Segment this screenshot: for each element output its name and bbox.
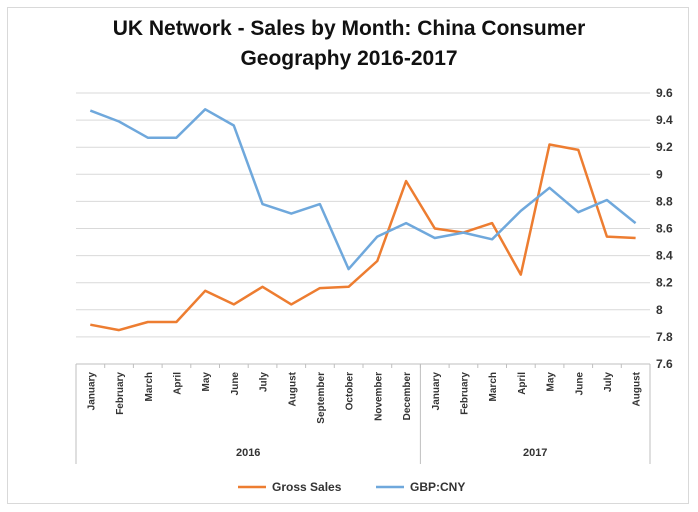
- year-label: 2017: [523, 447, 547, 459]
- legend: Gross Sales GBP:CNY: [238, 480, 465, 494]
- month-label: February: [115, 372, 126, 415]
- month-label: April: [517, 372, 528, 395]
- month-label: June: [230, 372, 241, 396]
- month-label: May: [201, 372, 212, 392]
- series-line-gbp-cny: [89, 108, 637, 271]
- right-tick-label: 8.2: [656, 276, 673, 290]
- right-tick-label: 9.6: [656, 86, 673, 100]
- month-label: November: [373, 372, 384, 421]
- right-tick-label: 8.4: [656, 249, 673, 263]
- right-tick-label: 8: [656, 303, 663, 317]
- month-label: September: [316, 372, 327, 424]
- gridlines: [76, 92, 650, 365]
- month-label: August: [632, 371, 643, 406]
- chart-title-line-2: Geography 2016-2017: [240, 47, 458, 70]
- right-tick-label: 8.6: [656, 222, 673, 236]
- legend-label-gross-sales: Gross Sales: [272, 480, 342, 494]
- month-label: October: [345, 372, 356, 410]
- month-label: May: [546, 372, 557, 392]
- month-label: January: [431, 372, 442, 411]
- legend-label-gbp-cny: GBP:CNY: [410, 480, 465, 494]
- month-label: April: [172, 372, 183, 395]
- month-label: March: [488, 372, 499, 401]
- year-label: 2016: [236, 447, 260, 459]
- month-label: December: [402, 372, 413, 420]
- month-label: February: [459, 372, 470, 415]
- right-tick-label: 9.4: [656, 113, 673, 127]
- month-label: August: [287, 371, 298, 406]
- series-line-gross-sales: [90, 143, 636, 332]
- year-labels: 2016 2017: [236, 447, 547, 459]
- month-label: July: [259, 372, 270, 392]
- series-lines: [89, 108, 637, 332]
- month-labels: January February March April May June July Augu…: [86, 371, 642, 423]
- right-tick-label: 9.2: [656, 140, 673, 154]
- category-axis: [75, 363, 651, 464]
- right-tick-label: 7.6: [656, 357, 673, 371]
- right-axis-ticks: 7.6 7.8 8 8.2 8.4 8.6 8.8 9 9.2 9.4 9.6: [656, 86, 673, 371]
- chart-title-line-1: UK Network - Sales by Month: China Consu…: [112, 17, 586, 40]
- month-label: January: [86, 372, 97, 411]
- right-tick-label: 9: [656, 167, 663, 181]
- chart-title: UK Network - Sales by Month: China Consu…: [0, 14, 698, 74]
- month-label: March: [144, 372, 155, 401]
- month-label: July: [603, 372, 614, 392]
- right-tick-label: 8.8: [656, 194, 673, 208]
- month-label: June: [574, 372, 585, 396]
- right-tick-label: 7.8: [656, 330, 673, 344]
